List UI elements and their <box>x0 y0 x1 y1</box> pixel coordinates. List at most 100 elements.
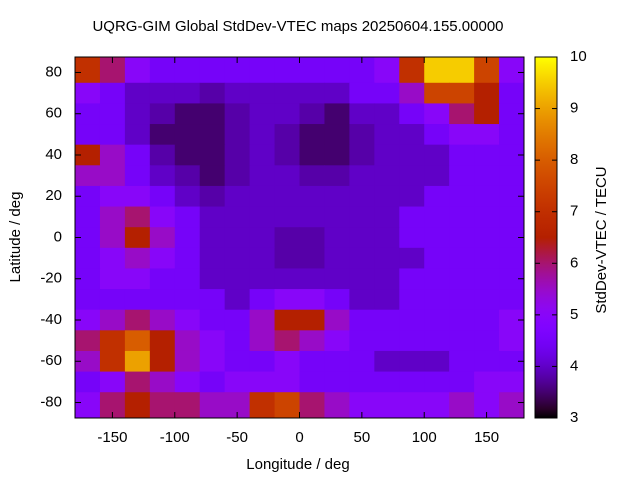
y-tick-label: 80 <box>45 63 62 80</box>
heatmap-cell <box>374 392 400 419</box>
heatmap-cell <box>249 371 276 393</box>
heatmap-cell <box>75 227 101 249</box>
heatmap-cell <box>424 371 450 393</box>
heatmap-cell <box>424 350 450 373</box>
heatmap-cell <box>499 330 525 352</box>
heatmap-cell <box>199 144 226 166</box>
heatmap-cell <box>174 144 201 166</box>
heatmap-cell <box>349 268 375 290</box>
heatmap-cell <box>174 371 201 393</box>
heatmap-cell <box>99 124 126 146</box>
heatmap-cell <box>399 330 425 352</box>
heatmap-cell <box>449 144 475 166</box>
heatmap-cell <box>274 247 300 269</box>
heatmap-cell <box>299 124 325 146</box>
heatmap-cell <box>249 144 276 166</box>
heatmap-cell <box>374 371 400 393</box>
heatmap-cell <box>499 185 525 208</box>
colorbar-tick-label: 4 <box>570 357 578 374</box>
colorbar-tick-label: 10 <box>570 48 587 65</box>
x-axis-label: Longitude / deg <box>246 456 349 473</box>
y-axis-label: Latitude / deg <box>7 192 24 283</box>
heatmap-cell <box>75 103 101 125</box>
heatmap-cell <box>249 57 276 84</box>
heatmap-cell <box>474 185 500 208</box>
heatmap-cell <box>224 330 251 352</box>
heatmap-cell <box>249 185 276 208</box>
heatmap-cell <box>449 103 475 125</box>
heatmap-cell <box>324 350 350 373</box>
heatmap-cell <box>99 227 126 249</box>
x-tick-label: -100 <box>160 429 190 446</box>
heatmap-cell <box>75 350 101 373</box>
heatmap-cell <box>99 206 126 228</box>
heatmap-cell <box>474 165 500 187</box>
heatmap-cell <box>299 309 325 331</box>
heatmap-cell <box>99 247 126 269</box>
heatmap-cell <box>249 103 276 125</box>
heatmap-cell <box>324 289 350 311</box>
heatmap-cell <box>499 144 525 166</box>
heatmap-cell <box>299 103 325 125</box>
colorbar-tick-label: 8 <box>570 151 578 168</box>
heatmap-cell <box>424 247 450 269</box>
chart-title: UQRG-GIM Global StdDev-VTEC maps 2025060… <box>92 18 503 35</box>
heatmap-cell <box>199 124 226 146</box>
heatmap-cell <box>499 247 525 269</box>
heatmap-cell <box>174 350 201 373</box>
heatmap-cell <box>199 185 226 208</box>
heatmap-cell <box>149 309 176 331</box>
heatmap-cell <box>224 144 251 166</box>
heatmap-cell <box>199 206 226 228</box>
heatmap-cell <box>75 371 101 393</box>
heatmap-cell <box>249 165 276 187</box>
x-tick-label: -150 <box>97 429 127 446</box>
heatmap-cell <box>249 289 276 311</box>
heatmap-cell <box>124 330 151 352</box>
heatmap-cell <box>399 103 425 125</box>
heatmap-cell <box>449 350 475 373</box>
heatmap-cell <box>499 124 525 146</box>
heatmap-cell <box>274 124 300 146</box>
heatmap-cell <box>449 165 475 187</box>
heatmap-cell <box>424 124 450 146</box>
heatmap-cell <box>349 206 375 228</box>
heatmap-cell <box>424 206 450 228</box>
heatmap-cell <box>75 206 101 228</box>
heatmap-cell <box>449 371 475 393</box>
heatmap-cell <box>349 82 375 104</box>
heatmap-cell <box>499 309 525 331</box>
heatmap-cell <box>324 247 350 269</box>
heatmap-cell <box>349 124 375 146</box>
heatmap-cell <box>149 392 176 419</box>
heatmap-cell <box>174 185 201 208</box>
x-tick-label: 100 <box>412 429 437 446</box>
heatmap-cell <box>424 82 450 104</box>
heatmap-cell <box>499 103 525 125</box>
heatmap-cell <box>374 350 400 373</box>
heatmap-cell <box>249 206 276 228</box>
heatmap-cell <box>75 57 101 84</box>
heatmap-cell <box>299 350 325 373</box>
heatmap-cell <box>399 371 425 393</box>
heatmap-cell <box>274 309 300 331</box>
heatmap-cell <box>374 309 400 331</box>
heatmap-cell <box>299 165 325 187</box>
heatmap-cell <box>474 103 500 125</box>
heatmap-cell <box>474 268 500 290</box>
heatmap-cell <box>149 371 176 393</box>
y-tick-label: -20 <box>40 270 62 287</box>
heatmap-cell <box>75 124 101 146</box>
heatmap-cell <box>424 330 450 352</box>
heatmap-cell <box>249 309 276 331</box>
heatmap-cell <box>124 268 151 290</box>
heatmap-cell <box>474 206 500 228</box>
heatmap-cell <box>374 247 400 269</box>
heatmap-cell <box>349 185 375 208</box>
heatmap-cell <box>174 165 201 187</box>
heatmap-cell <box>474 247 500 269</box>
heatmap-cell <box>474 82 500 104</box>
heatmap-cell <box>449 57 475 84</box>
heatmap-cell <box>99 144 126 166</box>
heatmap-cell <box>499 268 525 290</box>
